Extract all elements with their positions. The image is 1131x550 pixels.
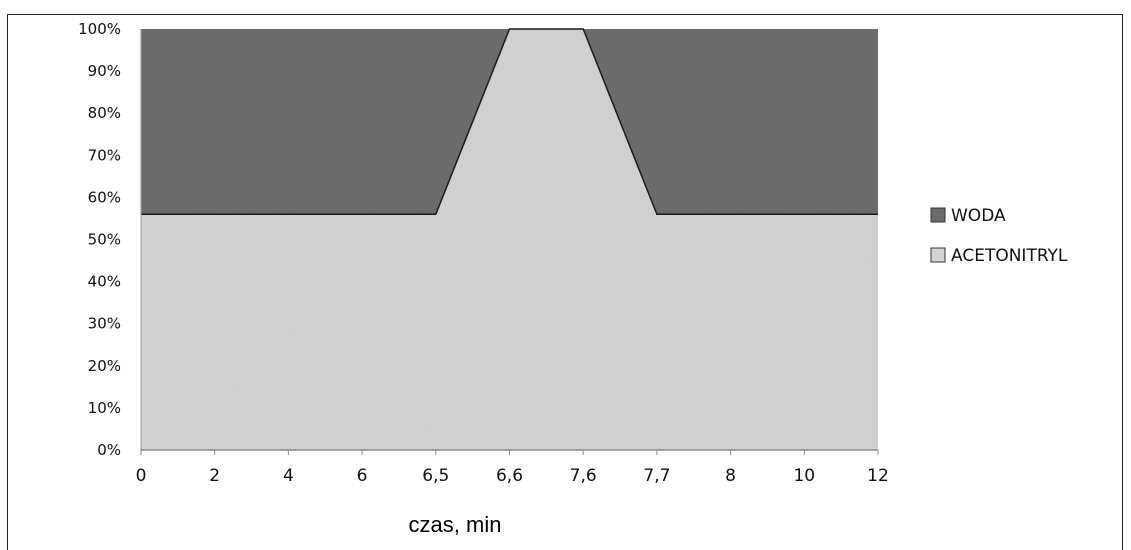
x-tick-label: 2 xyxy=(209,466,220,486)
y-tick-label: 10% xyxy=(88,399,121,417)
y-tick-label: 20% xyxy=(88,357,121,375)
y-tick-label: 100% xyxy=(78,20,121,38)
x-tick-label: 7,6 xyxy=(570,466,597,486)
y-tick-label: 60% xyxy=(88,188,121,206)
series-boundary-line xyxy=(141,28,878,215)
legend-label-acetonitryl: ACETONITRYL xyxy=(951,246,1068,266)
y-tick-label: 80% xyxy=(88,104,121,122)
x-tick-label: 0 xyxy=(136,466,147,486)
y-tick-label: 30% xyxy=(88,315,121,333)
x-tick-label: 6,6 xyxy=(496,466,523,486)
y-tick-label: 40% xyxy=(88,273,121,291)
series-area-woda xyxy=(141,29,878,215)
y-tick-label: 70% xyxy=(88,146,121,164)
x-tick-label: 12 xyxy=(867,466,889,486)
y-tick-label: 90% xyxy=(88,62,121,80)
x-tick-label: 10 xyxy=(793,466,815,486)
legend-swatch-woda xyxy=(930,207,946,223)
legend-swatch-acetonitryl xyxy=(930,247,946,263)
x-tick-label: 6 xyxy=(357,466,368,486)
chart-frame xyxy=(7,14,1123,550)
series-area-acetonitryl-texture xyxy=(141,29,878,450)
x-tick-label: 7,7 xyxy=(643,466,670,486)
x-tick-label: 8 xyxy=(725,466,736,486)
legend-label-woda: WODA xyxy=(951,206,1006,226)
y-tick-label: 0% xyxy=(97,441,121,459)
x-tick-label: 6,5 xyxy=(422,466,449,486)
x-tick-label: 4 xyxy=(283,466,294,486)
x-axis-title: czas, min xyxy=(409,512,502,537)
y-tick-label: 50% xyxy=(88,231,121,249)
